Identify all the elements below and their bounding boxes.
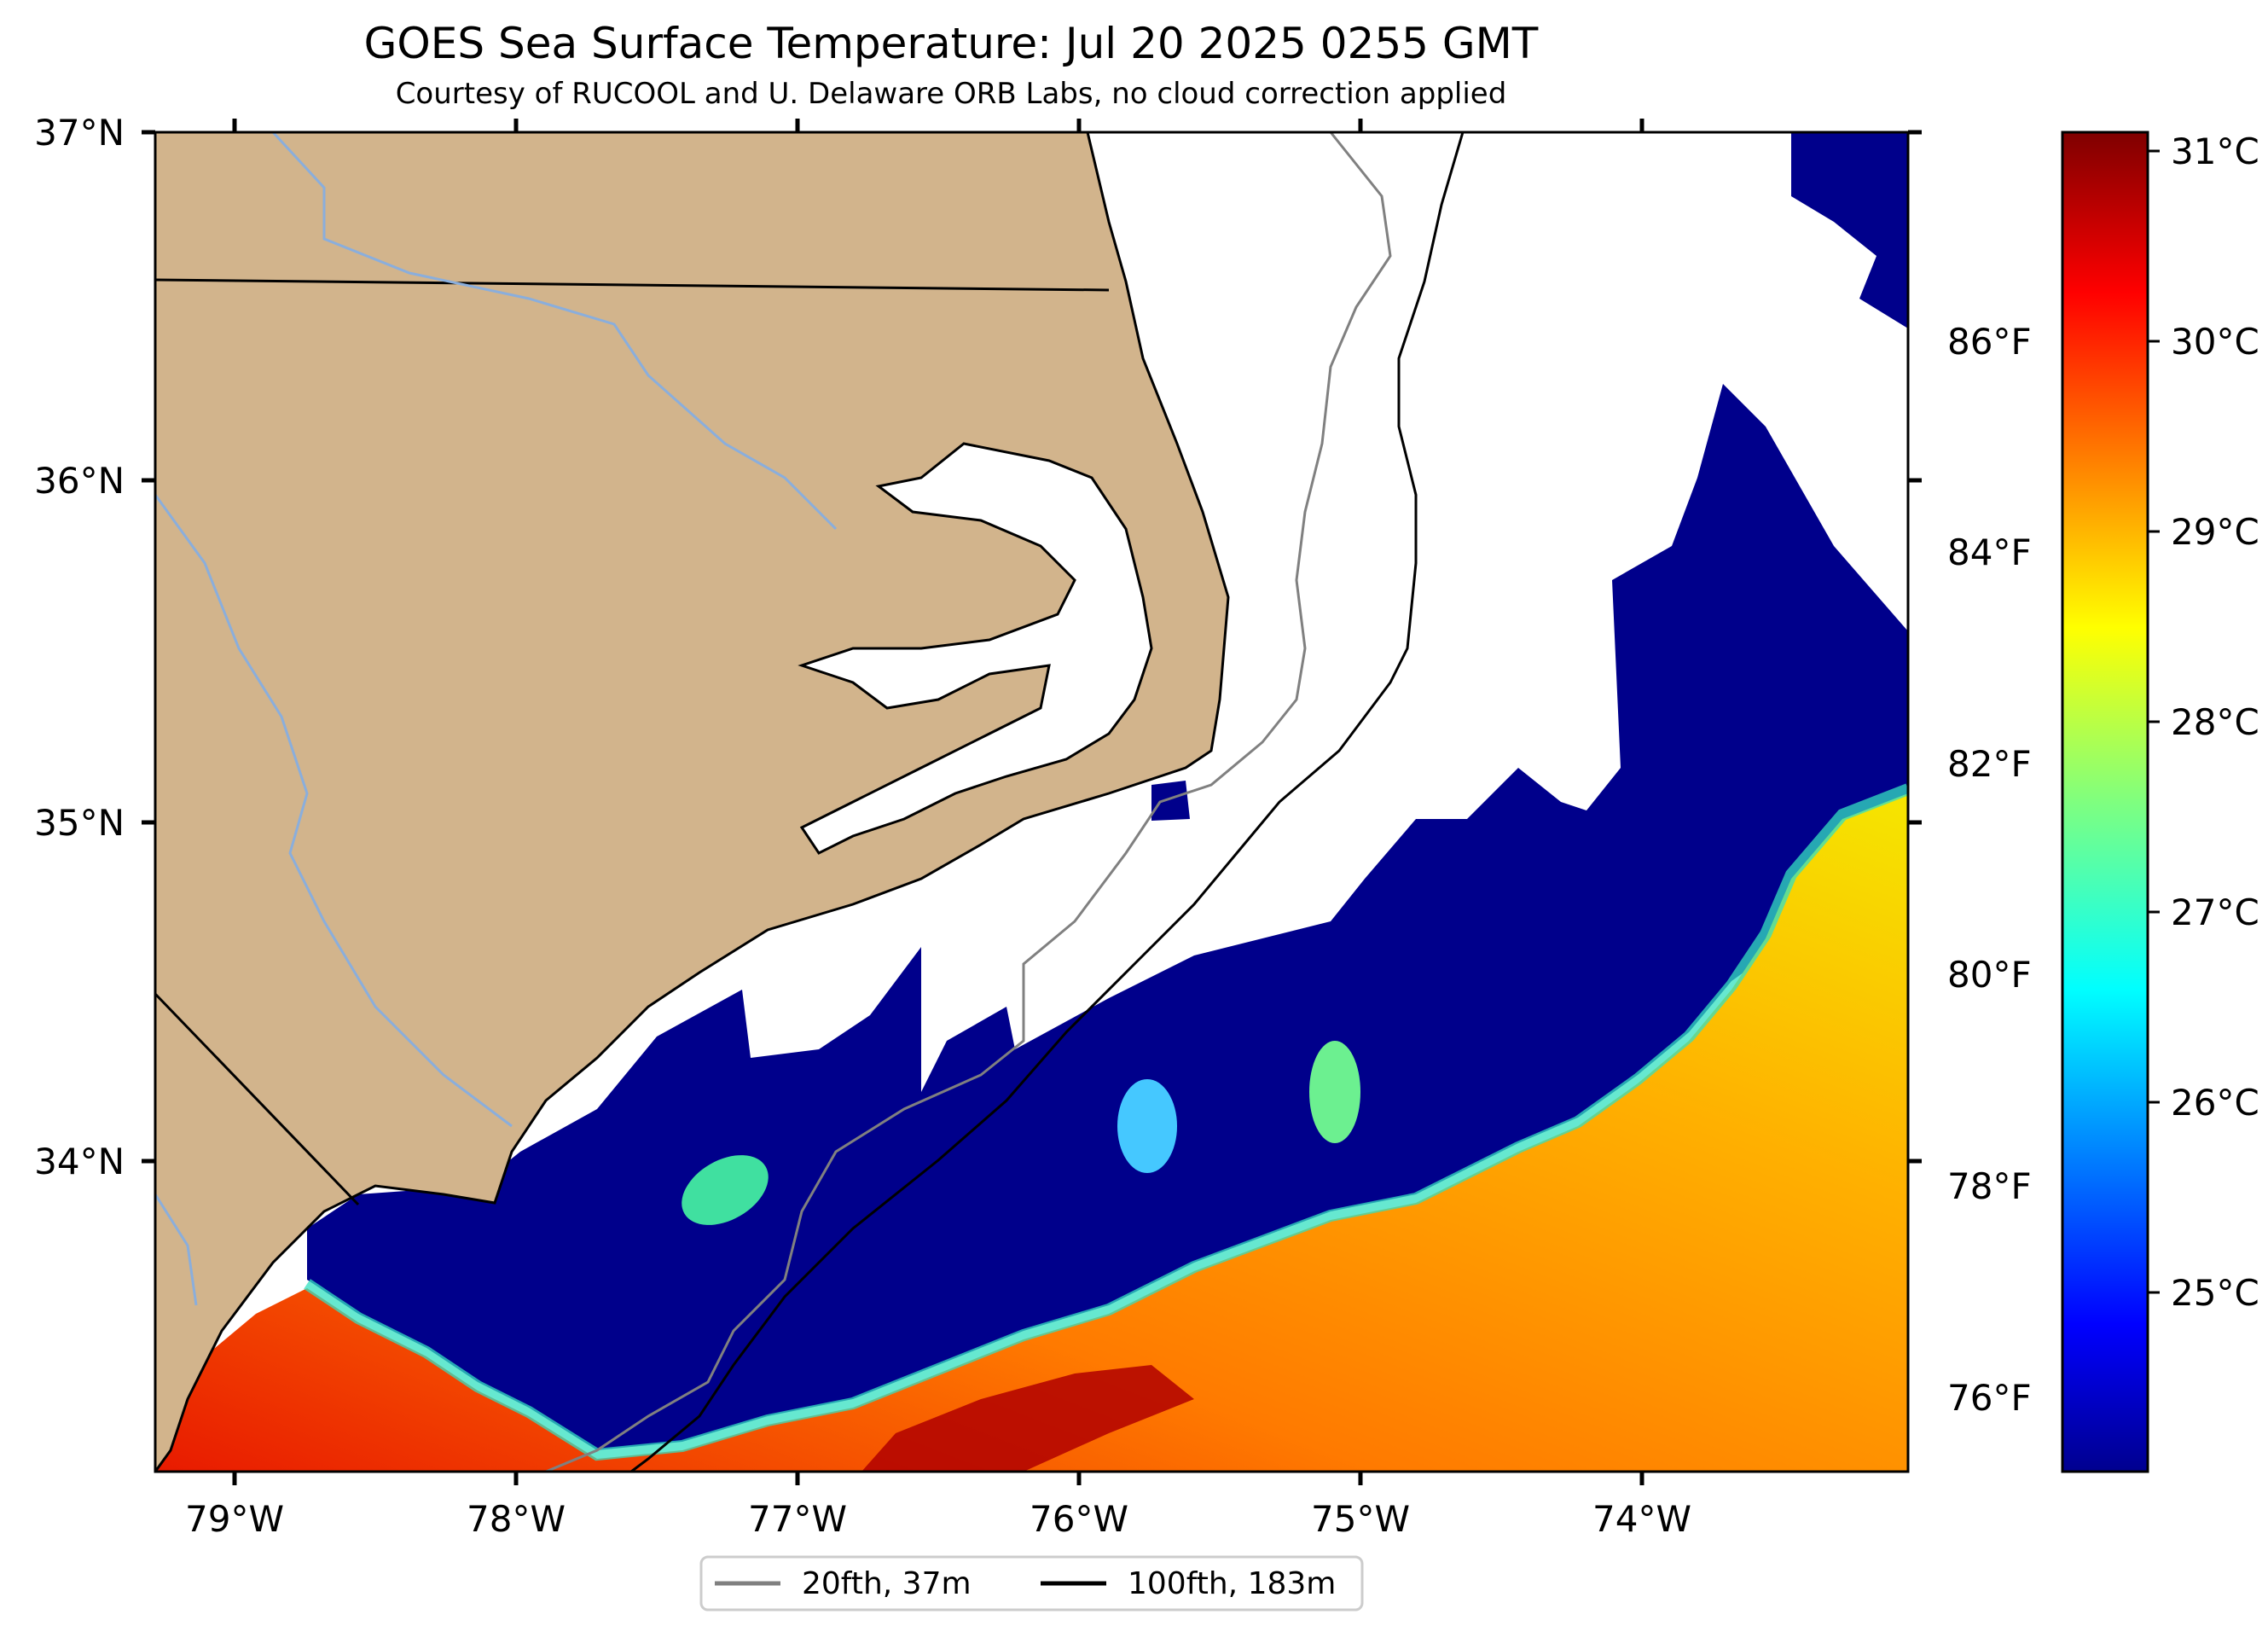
gulf-stream-core: [861, 1365, 1194, 1472]
celsius-label: 29°C: [2171, 511, 2259, 553]
latitude-axis: 37°N 36°N 35°N 34°N: [34, 112, 1922, 1182]
frontal-fringe: [304, 783, 1908, 1461]
celsius-label: 30°C: [2171, 321, 2259, 363]
lon-label: 78°W: [467, 1498, 566, 1540]
fahrenheit-label: 86°F: [1947, 321, 2032, 363]
colorbar-gradient: [2061, 131, 2149, 1473]
longitude-axis: 79°W 78°W 77°W 76°W 75°W 74°W: [185, 119, 1691, 1540]
river: [155, 494, 513, 1128]
lat-label: 37°N: [34, 112, 125, 154]
state-border: [155, 992, 360, 1206]
river: [155, 1194, 198, 1306]
colorbar: 31°C 30°C 29°C 28°C 27°C 26°C 25°C: [2061, 131, 2259, 1473]
cool-eddy: [682, 1155, 769, 1225]
cool-eddy: [1309, 1041, 1360, 1143]
lon-label: 75°W: [1311, 1498, 1410, 1540]
isobath-100fth: [630, 132, 1465, 1472]
lat-label: 36°N: [34, 460, 125, 502]
fahrenheit-label: 82°F: [1947, 743, 2032, 785]
celsius-label: 27°C: [2171, 892, 2259, 933]
map-subtitle: Courtesy of RUCOOL and U. Delaware ORB L…: [395, 77, 1507, 111]
cold-water-patch: [1151, 781, 1190, 821]
gulf-stream-warm-water: [155, 793, 1908, 1472]
fahrenheit-label: 78°F: [1947, 1165, 2032, 1207]
lat-label: 35°N: [34, 802, 125, 844]
map-layers: [155, 132, 1908, 1472]
legend-label-100fth: 100fth, 183m: [1128, 1566, 1336, 1601]
lat-label: 34°N: [34, 1141, 125, 1182]
legend-label-20fth: 20fth, 37m: [802, 1566, 972, 1601]
lon-label: 76°W: [1030, 1498, 1128, 1540]
celsius-label: 31°C: [2171, 131, 2259, 172]
river: [271, 132, 838, 531]
celsius-label: 28°C: [2171, 701, 2259, 743]
cool-eddy: [1117, 1079, 1177, 1173]
celsius-label: 25°C: [2171, 1272, 2259, 1314]
fahrenheit-label: 76°F: [1947, 1377, 2032, 1419]
map-title: GOES Sea Surface Temperature: Jul 20 202…: [363, 19, 1539, 68]
legend-box: [699, 1555, 1364, 1612]
isobath-20fth: [545, 132, 1392, 1472]
celsius-label: 26°C: [2171, 1082, 2259, 1124]
fahrenheit-label: 80°F: [1947, 954, 2032, 996]
fahrenheit-label: 84°F: [1947, 531, 2032, 573]
state-border: [155, 278, 1110, 292]
lon-label: 79°W: [185, 1498, 284, 1540]
lon-label: 74°W: [1592, 1498, 1691, 1540]
fahrenheit-scale: 86°F 84°F 82°F 80°F 78°F 76°F: [1947, 321, 2032, 1419]
pamlico-sound: [798, 442, 1153, 855]
cold-water-patch: [1791, 132, 1908, 328]
map-frame: [154, 131, 1910, 1473]
legend: 20fth, 37m 100fth, 183m: [699, 1555, 1364, 1612]
lon-label: 77°W: [748, 1498, 847, 1540]
